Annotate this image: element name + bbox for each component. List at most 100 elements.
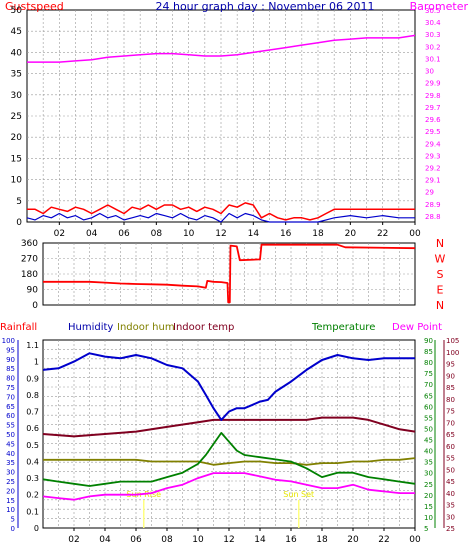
rainfall-tick-label: 55	[6, 422, 15, 430]
baro-tick-label: 29.4	[425, 140, 441, 148]
fraction-tick-label: 0.1	[26, 507, 39, 516]
fraction-tick-label: 1	[34, 358, 39, 367]
dewpoint-tick-label: 45	[446, 478, 455, 486]
fraction-tick-label: 0.5	[26, 441, 39, 450]
fraction-tick-label: 0	[34, 524, 39, 533]
rainfall-tick-label: 70	[6, 393, 15, 401]
panel1-xtick-label: 02	[54, 229, 65, 239]
panel1-xtick-label: 08	[151, 229, 163, 239]
temperature-tick-label: 25	[424, 481, 433, 489]
temperature-tick-label: 60	[424, 403, 433, 411]
sun-marker-label: Sun Set	[283, 490, 314, 499]
rainfall-tick-label: 50	[6, 431, 15, 439]
baro-tick-label: 28.8	[425, 213, 441, 221]
rainfall-tick-label: 15	[6, 497, 15, 505]
rainfall-tick-label: 30	[6, 469, 15, 477]
dewpoint-tick-label: 50	[446, 466, 455, 474]
dewpoint-tick-label: 25	[446, 525, 455, 533]
fraction-tick-label: 0.3	[26, 474, 39, 483]
humidity-line	[42, 352, 415, 421]
temperature-tick-label: 5	[424, 525, 428, 533]
rainfall-tick-label: 10	[6, 506, 15, 514]
gust-tick-label: 5	[16, 197, 22, 207]
windspeed-line	[26, 212, 415, 223]
direction-tick-label: 0	[32, 301, 38, 311]
gust-tick-label: 15	[11, 154, 22, 164]
gust-tick-label: 35	[11, 70, 22, 80]
dewpoint-line	[42, 472, 415, 501]
rainfall-tick-label: 65	[6, 403, 15, 411]
barometer-line	[27, 34, 416, 63]
rainfall-tick-label: 0	[11, 525, 15, 533]
panel3-xtick-label: 18	[316, 535, 328, 545]
legend-label: Dew Point	[392, 322, 442, 333]
gust-tick-label: 25	[11, 112, 22, 122]
temperature-tick-label: 10	[424, 514, 433, 522]
rainfall-tick-label: 25	[6, 478, 15, 486]
panel1-xtick-label: 10	[183, 229, 195, 239]
direction-tick-label: 270	[21, 255, 38, 265]
dewpoint-tick-label: 100	[446, 349, 459, 357]
panel3-xtick-label: 02	[68, 535, 79, 545]
fraction-tick-label: 0.9	[26, 374, 39, 383]
rainfall-tick-label: 80	[6, 375, 15, 383]
wind-direction-line	[43, 243, 416, 304]
panel1-xtick-label: 00	[409, 229, 421, 239]
panel3-xtick-label: 04	[99, 535, 111, 545]
temperature-tick-label: 55	[424, 414, 433, 422]
fraction-tick-label: 0.7	[26, 408, 39, 417]
compass-label: S	[437, 268, 444, 281]
gust-tick-label: 40	[11, 48, 23, 58]
panel1-xtick-label: 18	[312, 229, 324, 239]
fraction-tick-label: 1.1	[26, 341, 39, 350]
baro-tick-label: 30.1	[425, 55, 441, 63]
baro-tick-label: 29.2	[425, 164, 441, 172]
rainfall-tick-label: 95	[6, 346, 15, 354]
dewpoint-tick-label: 70	[446, 419, 455, 427]
gust-tick-label: 0	[16, 218, 22, 228]
rainfall-tick-label: 90	[6, 356, 15, 364]
temperature-tick-label: 65	[424, 392, 433, 400]
temperature-tick-label: 85	[424, 348, 433, 356]
panel3-xtick-label: 20	[347, 535, 359, 545]
rainfall-tick-label: 75	[6, 384, 15, 392]
panel3-xtick-label: 08	[161, 535, 173, 545]
dewpoint-tick-label: 105	[446, 337, 459, 345]
temperature-tick-label: 80	[424, 359, 433, 367]
baro-tick-label: 29.1	[425, 177, 441, 185]
baro-tick-label: 30	[425, 68, 434, 76]
legend-label: Humidity	[68, 322, 113, 333]
indoor-humidity-line	[43, 457, 416, 466]
baro-tick-label: 29.7	[425, 104, 441, 112]
gust-tick-label: 20	[11, 133, 23, 143]
chart-title: 24 hour graph day : November 06 2011	[155, 0, 374, 13]
panel1-xtick-label: 16	[280, 229, 292, 239]
panel3-xtick-label: 12	[223, 535, 234, 545]
temperature-tick-label: 75	[424, 370, 433, 378]
panel3-xtick-label: 14	[254, 535, 266, 545]
temperature-tick-label: 40	[424, 448, 433, 456]
rainfall-tick-label: 45	[6, 440, 15, 448]
rainfall-tick-label: 20	[6, 487, 15, 495]
dewpoint-tick-label: 60	[446, 443, 455, 451]
indoor-temp-line	[42, 416, 416, 438]
direction-tick-label: 360	[21, 239, 38, 249]
legend-label: Rainfall	[0, 322, 37, 333]
fraction-tick-label: 0.6	[26, 424, 39, 433]
gust-tick-label: 10	[11, 176, 23, 186]
dewpoint-tick-label: 55	[446, 455, 455, 463]
fraction-tick-label: 0.2	[26, 491, 39, 500]
dewpoint-tick-label: 35	[446, 502, 455, 510]
temperature-tick-label: 70	[424, 381, 433, 389]
panel3-xtick-label: 16	[285, 535, 297, 545]
baro-tick-label: 29	[425, 189, 434, 197]
fraction-tick-label: 0.8	[26, 391, 39, 400]
temperature-line	[42, 432, 416, 487]
rainfall-tick-label: 85	[6, 365, 15, 373]
panel3-xtick-label: 06	[130, 535, 142, 545]
compass-label: N	[436, 237, 444, 250]
panel3-xtick-label: 00	[409, 535, 421, 545]
temperature-tick-label: 90	[424, 337, 433, 345]
compass-label: W	[435, 253, 446, 266]
